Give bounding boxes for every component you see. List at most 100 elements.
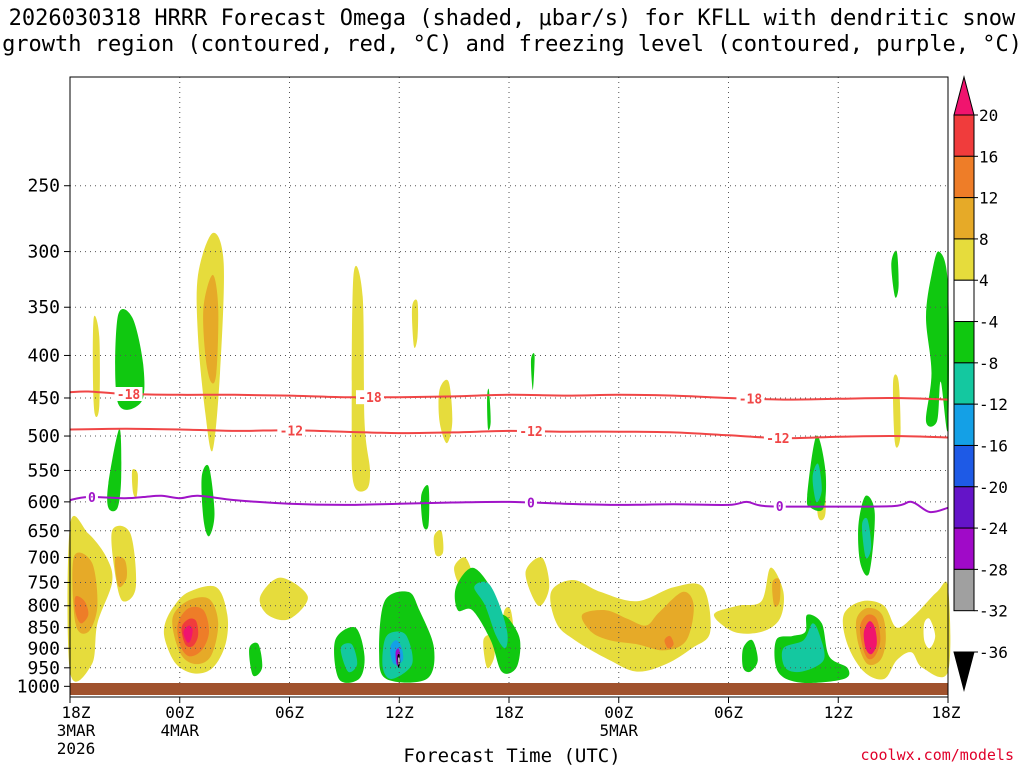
y-axis: 2503003504004505005506006507007508008509… xyxy=(17,176,70,697)
y-tick-label-1000: 1000 xyxy=(17,676,60,697)
colorbar-label-1: 16 xyxy=(979,147,998,166)
colorbar-swatch-7 xyxy=(953,362,975,405)
omega-region-4 xyxy=(114,556,128,588)
omega-region-17 xyxy=(411,299,419,348)
contour--18 xyxy=(69,390,949,401)
y-tick-label-250: 250 xyxy=(27,176,60,197)
colorbar-swatch-2 xyxy=(953,155,975,199)
y-tick-label-600: 600 xyxy=(27,492,60,513)
colorbar-label-12: -32 xyxy=(979,602,1008,621)
omega-region-35 xyxy=(892,374,901,448)
y-tick-label-300: 300 xyxy=(27,242,60,263)
colorbar-label-3: 8 xyxy=(979,230,989,249)
contour--12 xyxy=(69,427,949,440)
x-tick-date-0: 3MAR xyxy=(57,721,96,740)
x-tick-date-30: 5MAR xyxy=(599,721,638,740)
omega-region-48 xyxy=(420,484,430,530)
y-tick-label-650: 650 xyxy=(27,521,60,542)
omega-region-20 xyxy=(483,634,495,669)
colorbar: 20 16 12 8 4 -4 -8 -12 -16 -20 -24 -28 -32 -36 xyxy=(953,75,1008,692)
colorbar-label-8: -16 xyxy=(979,436,1008,455)
colorbar-swatch-3 xyxy=(953,197,975,240)
omega-region-25 xyxy=(581,591,694,651)
contour-label-bg xyxy=(516,424,545,439)
x-axis-title: Forecast Time (UTC) xyxy=(403,745,621,767)
y-tick-label-400: 400 xyxy=(27,345,60,366)
omega-region-9 xyxy=(183,625,193,643)
omega-region-22 xyxy=(525,557,550,607)
y-tick-label-350: 350 xyxy=(27,297,60,318)
colorbar-swatch-9 xyxy=(953,444,975,488)
omega-region-50 xyxy=(474,581,508,649)
colorbar-label-11: -28 xyxy=(979,560,1008,579)
chart-title-line2: growth region (contoured, red, °C) and f… xyxy=(2,32,1022,57)
omega-region-38 xyxy=(201,464,215,537)
omega-region-14 xyxy=(259,577,308,621)
contour-label--12: -12 xyxy=(519,425,542,440)
y-tick-label-550: 550 xyxy=(27,460,60,481)
omega-region-61 xyxy=(925,251,950,432)
contour-label-0: 0 xyxy=(527,497,535,512)
x-tick-label-30: 00Z xyxy=(604,703,633,722)
contour-0 xyxy=(69,494,949,514)
x-tick-label-0: 18Z xyxy=(62,703,91,722)
colorbar-label-5: -4 xyxy=(979,313,998,332)
contour-label--18: -18 xyxy=(117,388,141,403)
y-tick-label-450: 450 xyxy=(27,388,60,409)
y-tick-label-500: 500 xyxy=(27,426,60,447)
contour-label-bg xyxy=(114,387,143,402)
contour-label-0: 0 xyxy=(776,500,784,515)
omega-region-37 xyxy=(107,428,122,512)
colorbar-swatch-11 xyxy=(953,527,975,570)
omega-region-39 xyxy=(249,642,263,677)
x-tick-label-36: 06Z xyxy=(714,703,743,722)
colorbar-swatch-6 xyxy=(953,321,975,364)
colorbar-label-4: 4 xyxy=(979,271,989,290)
colorbar-label-9: -20 xyxy=(979,478,1008,497)
colorbar-label-10: -24 xyxy=(979,519,1008,538)
contour-label-bg xyxy=(85,490,98,505)
ground-surface xyxy=(70,683,948,695)
colorbar-swatch-1 xyxy=(953,114,975,157)
omega-region-34 xyxy=(923,618,936,649)
y-tick-label-950: 950 xyxy=(27,658,60,679)
x-tick-label-18: 12Z xyxy=(385,703,414,722)
omega-region-60 xyxy=(891,250,899,298)
y-tick-label-700: 700 xyxy=(27,548,60,569)
omega-region-28 xyxy=(772,578,781,607)
colorbar-label-6: -8 xyxy=(979,354,998,373)
omega-region-59 xyxy=(861,517,872,559)
omega-region-3 xyxy=(74,596,89,624)
y-tick-label-900: 900 xyxy=(27,638,60,659)
omega-region-27 xyxy=(713,567,784,634)
colorbar-swatch-12 xyxy=(953,568,975,612)
y-tick-label-800: 800 xyxy=(27,596,60,617)
omega-region-36 xyxy=(115,309,145,410)
contour-label--12: -12 xyxy=(766,432,789,447)
omega-region-23 xyxy=(433,529,444,557)
colorbar-swatch-4 xyxy=(953,238,975,281)
omega-region-15 xyxy=(351,265,371,492)
colorbar-swatch-8 xyxy=(953,403,975,446)
contour-label-bg xyxy=(763,430,792,445)
omega-region-55 xyxy=(781,623,825,673)
chart-title-line1: 2026030318 HRRR Forecast Omega (shaded, … xyxy=(8,6,1016,31)
contour-lines: -18 -18 -18 -12 -12 -12 0 0 0 xyxy=(69,387,949,515)
omega-region-52 xyxy=(530,353,535,390)
contour-label-0: 0 xyxy=(88,491,96,506)
omega-region-33 xyxy=(863,621,877,655)
colorbar-label-2: 12 xyxy=(979,189,998,208)
site-credit: coolwx.com/models xyxy=(860,746,1014,764)
grid-lines xyxy=(70,77,948,697)
colorbar-label-13: -36 xyxy=(979,643,1008,662)
omega-region-13 xyxy=(131,468,138,498)
colorbar-bottom-arrow xyxy=(953,651,975,692)
colorbar-top-arrow xyxy=(953,75,975,116)
omega-region-51 xyxy=(487,388,491,431)
omega-region-26 xyxy=(664,635,674,649)
colorbar-swatch-10 xyxy=(953,486,975,529)
x-tick-label-12: 06Z xyxy=(275,703,304,722)
x-tick-label-6: 00Z xyxy=(165,703,194,722)
